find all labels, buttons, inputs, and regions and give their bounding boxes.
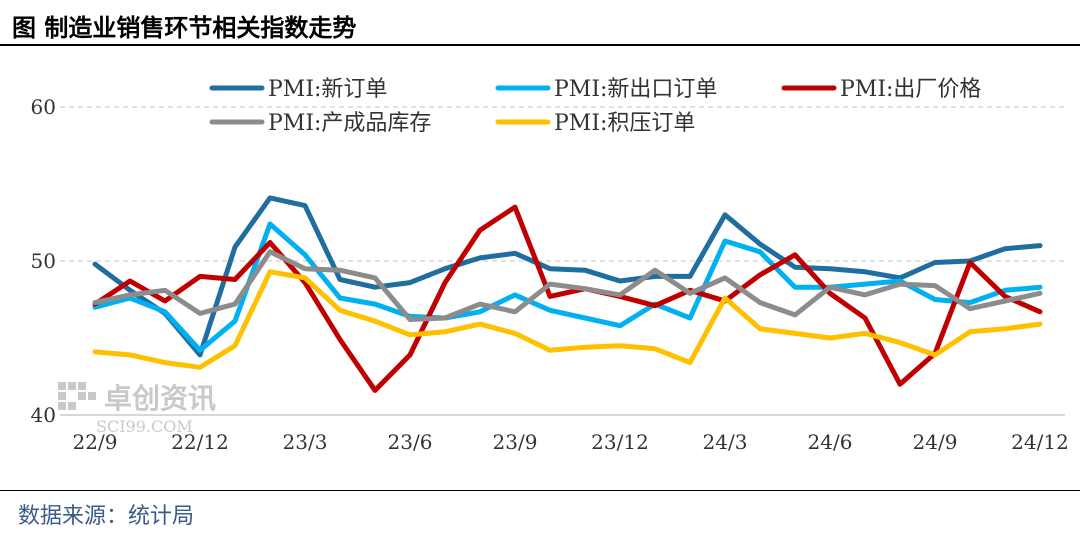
legend-label-2: PMI:新出口订单: [554, 77, 717, 102]
watermark-name: 卓创资讯: [104, 382, 216, 415]
y-tick-label: 50: [31, 249, 56, 273]
source-note: 数据来源：统计局: [18, 504, 195, 529]
x-tick-label: 24/6: [808, 430, 853, 454]
watermark-site: SCI99.COM: [96, 417, 193, 436]
footer-divider: [0, 490, 1080, 491]
series-line-2: [92, 221, 1043, 353]
x-tick-label: 22/9: [73, 430, 118, 454]
x-tick-label: 22/12: [171, 430, 229, 454]
title-divider: [0, 44, 1080, 46]
legend-label-1: PMI:新订单: [268, 77, 387, 102]
x-tick-label: 23/12: [591, 430, 649, 454]
series-line-4: [92, 249, 1043, 322]
series-line-5: [92, 269, 1043, 370]
legend-label-3: PMI:出厂价格: [840, 77, 981, 102]
chart-title: 图 制造业销售环节相关指数走势: [12, 14, 357, 42]
line-chart: 40 50 60 卓创资讯 SCI99.COM 22/9 22/12 23/3 23/6 2…: [31, 77, 1069, 454]
x-tick-label: 24/3: [703, 430, 748, 454]
legend-label-5: PMI:积压订单: [554, 111, 695, 136]
watermark: 卓创资讯 SCI99.COM: [58, 382, 216, 436]
x-tick-label: 23/6: [388, 430, 433, 454]
x-tick-label: 24/12: [1011, 430, 1069, 454]
y-tick-label: 60: [31, 95, 56, 119]
watermark-logo-icon: [58, 382, 96, 410]
y-tick-label: 40: [31, 403, 56, 427]
x-tick-label: 23/9: [493, 430, 538, 454]
legend-label-4: PMI:产成品库存: [268, 111, 431, 136]
x-tick-label: 24/9: [913, 430, 958, 454]
series-line-1: [92, 195, 1043, 358]
x-tick-label: 23/3: [283, 430, 328, 454]
series-line-3: [92, 204, 1043, 393]
